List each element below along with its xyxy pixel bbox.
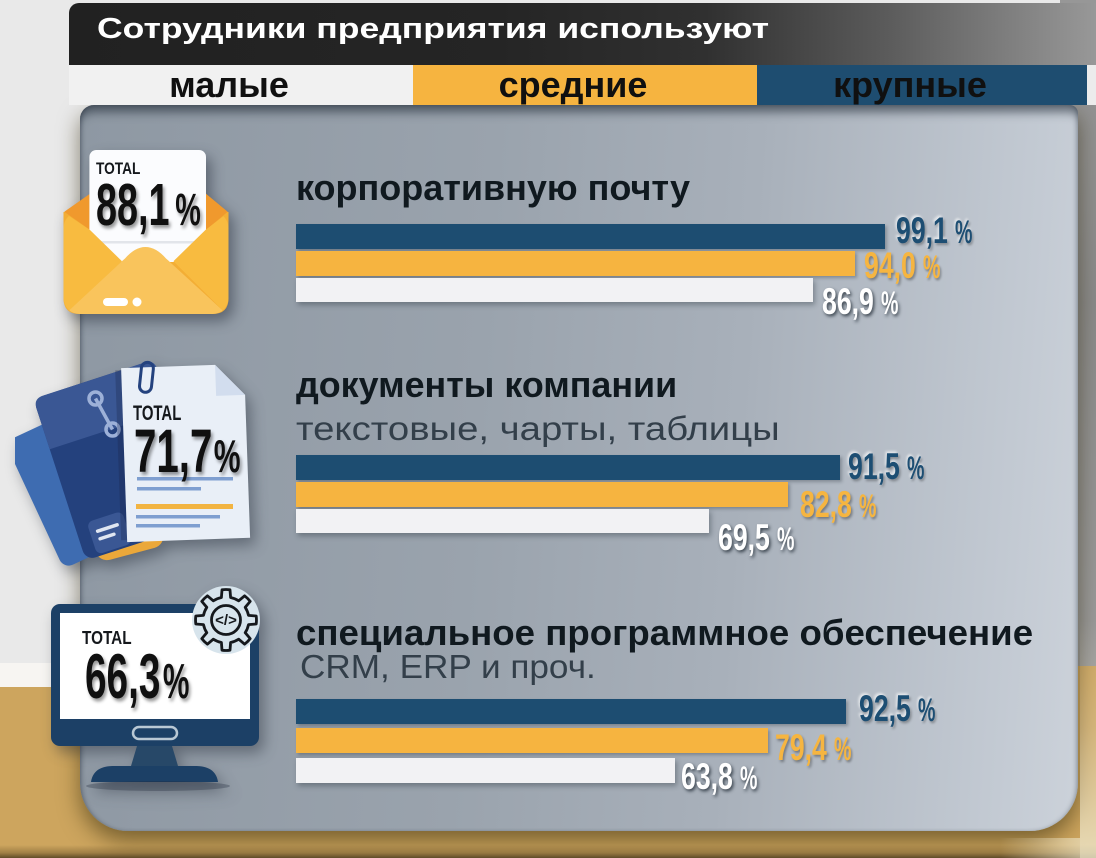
- svg-text:</>: </>: [215, 612, 237, 629]
